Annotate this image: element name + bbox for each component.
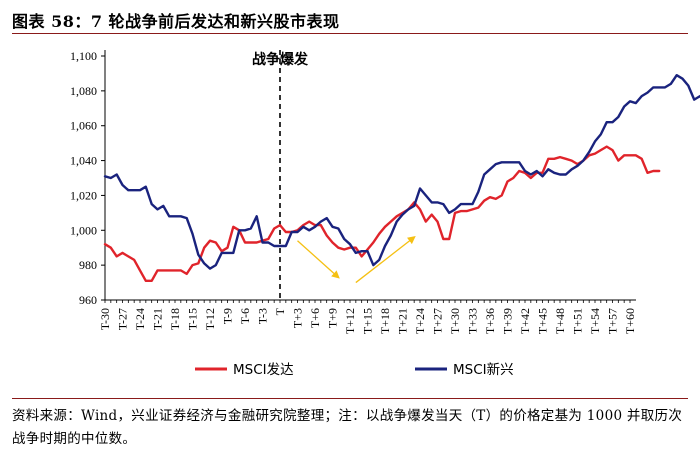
x-tick-label: T+54 <box>588 308 602 334</box>
x-tick-label: T+6 <box>308 308 322 328</box>
x-tick-label: T-18 <box>168 308 182 330</box>
x-tick-label: T+27 <box>431 308 445 334</box>
series-line-msci-developed <box>103 145 661 283</box>
x-tick-label: T+33 <box>466 308 480 334</box>
x-tick-label: T-24 <box>133 308 147 330</box>
legend-label: MSCI新兴 <box>453 362 514 378</box>
source-text: 资料来源：Wind，兴业证券经济与金融研究院整理；注：以战争爆发当天（T）的价格… <box>12 408 683 447</box>
y-tick-label: 960 <box>79 293 97 307</box>
x-tick-label: T-15 <box>186 308 200 330</box>
x-tick-label: T+57 <box>606 308 620 334</box>
x-tick-label: T+12 <box>343 308 357 334</box>
x-tick-label: T-27 <box>116 308 130 330</box>
y-tick-label: 1,080 <box>70 84 97 98</box>
x-tick-label: T+48 <box>553 308 567 334</box>
x-tick-label: T+9 <box>326 308 340 328</box>
y-tick-label: 1,060 <box>70 119 97 133</box>
x-tick-label: T+21 <box>396 308 410 334</box>
x-tick-label: T-12 <box>203 308 217 330</box>
x-tick-label: T-21 <box>151 308 165 330</box>
x-tick-label: T+15 <box>361 308 375 334</box>
x-tick-label: T <box>273 307 287 315</box>
x-tick-label: T+42 <box>518 308 532 334</box>
trend-arrow <box>297 240 340 279</box>
x-tick-label: T+60 <box>623 308 637 334</box>
y-tick-label: 1,040 <box>70 154 97 168</box>
line-chart: 960 980 1,000 1,020 1,040 1,060 1,080 1,100 T-30… <box>70 49 700 378</box>
x-tick-label: T-3 <box>256 308 270 324</box>
source-divider <box>12 398 688 399</box>
source-note: 资料来源：Wind，兴业证券经济与金融研究院整理；注：以战争爆发当天（T）的价格… <box>12 398 688 451</box>
x-tick-label: T+45 <box>536 308 550 334</box>
x-tick-label: T+24 <box>413 308 427 334</box>
legend-label: MSCI发达 <box>233 362 294 378</box>
y-tick-label: 1,000 <box>70 223 97 237</box>
y-tick-label: 1,100 <box>70 49 97 63</box>
title-bar: 图表 58：7 轮战争前后发达和新兴股市表现 <box>12 4 688 34</box>
x-tick-label: T+18 <box>378 308 392 334</box>
y-tick-label: 1,020 <box>70 188 97 202</box>
x-tick-label: T-6 <box>238 308 252 324</box>
x-tick-label: T+36 <box>483 308 497 334</box>
x-tick-label: T+3 <box>291 308 305 328</box>
x-tick-label: T+30 <box>448 308 462 334</box>
event-label: 战争爆发 <box>252 51 309 68</box>
series-line-msci-emerging <box>103 74 700 270</box>
chart-title: 图表 58：7 轮战争前后发达和新兴股市表现 <box>12 12 340 31</box>
x-tick-label: T+51 <box>571 308 585 334</box>
title-divider <box>12 33 688 34</box>
x-tick-label: T-30 <box>98 308 112 330</box>
trend-arrow <box>355 236 416 284</box>
y-tick-label: 980 <box>79 258 97 272</box>
x-tick-label: T-9 <box>221 308 235 324</box>
x-tick-label: T+39 <box>501 308 515 334</box>
